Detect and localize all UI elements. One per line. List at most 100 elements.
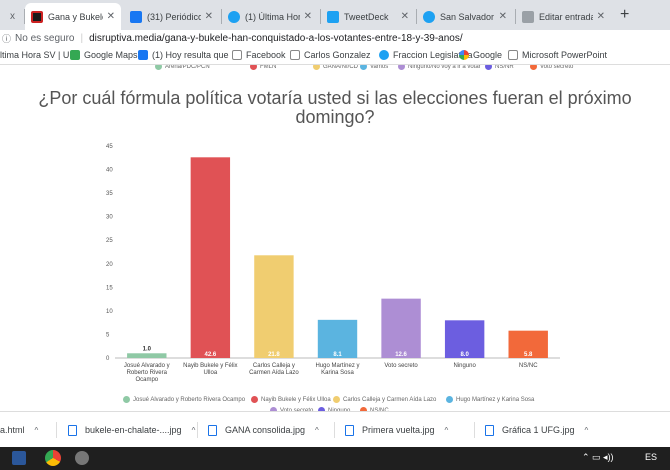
site-favicon-icon — [31, 10, 43, 23]
bar-value-label: 12.6 — [395, 352, 407, 358]
wordpress-icon — [522, 10, 534, 23]
app-icon[interactable] — [75, 451, 89, 465]
download-item[interactable]: a.html ^ — [0, 420, 38, 440]
legend-label: Hugo Martínez y Karina Sosa — [456, 396, 535, 403]
chevron-up-icon[interactable]: ^ — [584, 425, 589, 435]
y-tick-label: 20 — [106, 262, 113, 268]
y-tick-label: 30 — [106, 215, 113, 221]
chevron-up-icon[interactable]: ^ — [191, 425, 196, 435]
chevron-up-icon[interactable]: ^ — [34, 425, 39, 435]
tab-periodico[interactable]: (31) Periódico Dig ✕ — [124, 3, 219, 30]
download-item[interactable]: Gráfica 1 UFG.jpg ^ — [485, 420, 588, 440]
legend-item: GANA/NI/CD — [313, 65, 358, 70]
tab-label: TweetDeck — [344, 11, 389, 22]
info-icon[interactable]: ⓘ — [2, 34, 12, 44]
bookmark-item[interactable]: Google — [459, 50, 502, 60]
chevron-up-icon[interactable]: ^ — [315, 425, 319, 435]
bookmark-label: Carlos Gonzalez — [304, 50, 371, 60]
download-divider — [474, 422, 475, 438]
download-item[interactable]: bukele-en-chalate-....jpg ^ — [68, 420, 195, 440]
legend-label: Voto secreto — [540, 65, 574, 70]
close-icon[interactable]: ✕ — [204, 11, 213, 22]
page-icon — [508, 50, 518, 60]
close-icon[interactable]: ✕ — [596, 11, 605, 22]
x-tick-label: Roberto Rivera — [127, 370, 168, 376]
bar — [317, 319, 358, 358]
url-text[interactable]: disruptiva.media/gana-y-bukele-han-conqu… — [89, 33, 463, 44]
x-tick-label: Voto secreto — [384, 363, 418, 369]
page-icon — [290, 50, 300, 60]
bookmark-item[interactable]: (1) Hoy resulta que — [138, 50, 229, 60]
tab-divider — [320, 9, 321, 24]
system-tray-icons[interactable]: ⌃ ▭ ◂)) — [582, 452, 614, 462]
close-icon[interactable]: x — [10, 11, 15, 22]
x-tick-label: Ulloa — [204, 370, 218, 376]
bar-value-label: 8.0 — [460, 352, 469, 358]
bar-chart: 0 5 10 15 20 25 30 35 40 45 1.0 Josué Alvarado yRob… — [106, 144, 560, 383]
tab-partial[interactable]: x — [0, 3, 22, 30]
tab-tweetdeck[interactable]: TweetDeck ✕ — [321, 3, 415, 30]
close-icon[interactable]: ✕ — [303, 11, 312, 22]
new-tab-button[interactable]: + — [620, 6, 630, 23]
legend-item: Arena/PDC/PCN — [155, 65, 210, 70]
bookmark-label: Microsoft PowerPoint — [522, 50, 608, 60]
address-bar[interactable]: ⓘ No es seguro | disruptiva.media/gana-y… — [0, 30, 670, 47]
bar — [190, 157, 231, 358]
legend-item: NS/NC — [360, 407, 389, 411]
x-tick-label: NS/NC — [519, 363, 538, 369]
y-tick-label: 5 — [106, 332, 110, 338]
close-icon[interactable]: ✕ — [106, 11, 115, 22]
x-tick-label: Ocampo — [135, 377, 158, 383]
bookmark-item[interactable]: Google Maps — [70, 50, 138, 60]
file-icon — [345, 424, 354, 436]
chrome-icon[interactable] — [45, 450, 61, 466]
x-tick-label: Nayib Bukele y Félix — [183, 363, 237, 369]
legend-swatch — [446, 396, 453, 403]
legend-swatch — [485, 65, 492, 70]
tab-gana-bukele[interactable]: Gana y Bukele ha ✕ — [25, 3, 121, 30]
download-item[interactable]: GANA consolida.jpg ^ — [208, 420, 319, 440]
y-tick-label: 45 — [106, 144, 113, 150]
legend-swatch — [318, 407, 325, 411]
bar-value-label: 8.1 — [333, 352, 342, 358]
bar — [127, 353, 167, 358]
close-icon[interactable]: ✕ — [400, 11, 409, 22]
download-item[interactable]: Primera vuelta.jpg ^ — [345, 420, 448, 440]
chevron-up-icon[interactable]: ^ — [444, 425, 449, 435]
y-tick-label: 35 — [106, 191, 113, 197]
bookmark-item[interactable]: ltima Hora SV | Un — [0, 50, 74, 60]
bar-value-label: 21.8 — [268, 352, 280, 358]
bookmark-label: Facebook — [246, 50, 286, 60]
tab-divider — [416, 9, 417, 24]
legend-label: NS/NC — [370, 407, 389, 412]
download-divider — [197, 422, 198, 438]
bookmark-label: Google Maps — [84, 50, 138, 60]
download-divider — [334, 422, 335, 438]
bookmark-item[interactable]: Carlos Gonzalez — [290, 50, 371, 60]
legend-swatch — [270, 407, 277, 411]
tab-san-salvador[interactable]: San Salvador Es T ✕ — [417, 3, 513, 30]
close-icon[interactable]: ✕ — [498, 11, 507, 22]
download-label: GANA consolida.jpg — [225, 425, 306, 435]
legend-swatch — [333, 396, 340, 403]
file-icon — [485, 424, 494, 436]
bookmark-item[interactable]: Fraccion Legislativa — [379, 50, 473, 60]
tab-label: San Salvador Es T — [440, 11, 495, 22]
download-label: Primera vuelta.jpg — [362, 425, 435, 435]
legend-swatch — [251, 396, 258, 403]
legend-label: Josué Alvarado y Roberto Rivera Ocampo — [133, 396, 246, 403]
tab-divider — [221, 9, 222, 24]
chart-title: ¿Por cuál fórmula política votaría usted… — [38, 88, 632, 127]
bookmark-item[interactable]: Facebook — [232, 50, 286, 60]
bookmark-item[interactable]: Microsoft PowerPoint — [508, 50, 607, 60]
tab-ultima-hora[interactable]: (1) Última Hora (0 ✕ — [222, 3, 318, 30]
tab-editar-entrada[interactable]: Editar entrada ‹ ✕ — [516, 3, 611, 30]
page-icon — [232, 50, 242, 60]
language-indicator[interactable]: ES — [645, 452, 658, 462]
word-icon[interactable] — [12, 451, 26, 465]
bookmark-label: (1) Hoy resulta que — [152, 50, 229, 60]
file-icon — [208, 424, 217, 436]
legend-label: Ninguno/No voy a ir a votar — [408, 65, 481, 70]
legend-item: Ninguno/No voy a ir a votar — [398, 65, 481, 70]
legend-swatch — [398, 65, 405, 70]
